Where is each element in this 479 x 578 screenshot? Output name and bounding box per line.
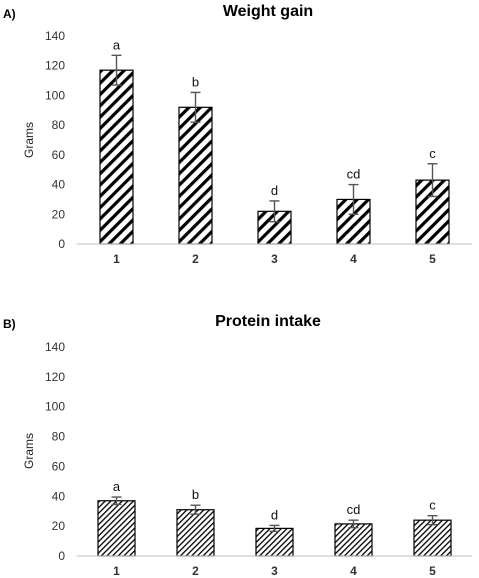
y-tick-label: 80 (52, 118, 66, 132)
error-bar-2 (190, 504, 201, 515)
y-tick-label: 100 (45, 88, 65, 102)
y-tick-label: 40 (52, 178, 66, 192)
panel-a-label: A) (3, 7, 16, 21)
panel-b-error-bars (111, 496, 438, 533)
significance-label: b (192, 74, 199, 89)
significance-label: b (192, 487, 199, 502)
panel-b-y-ticks: 0 20 40 60 80 100 120 140 (45, 340, 65, 563)
y-tick-label: 0 (58, 549, 65, 563)
y-tick-label: 140 (45, 340, 65, 354)
error-bar-4 (348, 183, 359, 215)
x-tick-label: 2 (192, 564, 199, 578)
y-tick-label: 20 (52, 519, 66, 533)
error-bar-3 (269, 524, 280, 533)
x-tick-label: 2 (192, 252, 199, 266)
panel-a-significance-labels: a b d cd c (113, 37, 436, 198)
significance-label: d (271, 507, 278, 522)
y-tick-label: 80 (52, 430, 66, 444)
bar-4 (334, 523, 373, 557)
panel-a-y-axis-label: Grams (22, 122, 36, 158)
bar-2 (176, 509, 215, 557)
significance-label: c (429, 498, 436, 513)
y-tick-label: 100 (45, 400, 65, 414)
significance-label: c (429, 146, 436, 161)
panel-b-title: Protein intake (215, 313, 321, 330)
significance-label: a (113, 37, 121, 52)
y-tick-label: 120 (45, 59, 65, 73)
bar-1 (97, 500, 136, 557)
significance-label: cd (347, 502, 361, 517)
panel-a-y-ticks: 0 20 40 60 80 100 120 140 (45, 29, 65, 251)
significance-label: cd (347, 167, 361, 182)
x-tick-label: 1 (113, 252, 120, 266)
y-tick-label: 20 (52, 207, 66, 221)
x-tick-label: 1 (113, 564, 120, 578)
panel-b-x-ticks: 1 2 3 4 5 (113, 564, 436, 578)
panel-a: A) Weight gain Grams 0 20 40 60 80 100 120 1 4 0 … (3, 3, 472, 266)
error-bar-2 (190, 91, 201, 123)
panel-b-label: B) (3, 317, 16, 331)
error-bar-1 (111, 54, 122, 86)
error-bar-5 (427, 514, 438, 526)
y-tick-label: 120 (45, 370, 65, 384)
panel-b: B) Protein intake Grams 0 20 40 60 80 100 120 1… (3, 313, 472, 578)
x-tick-label: 3 (271, 252, 278, 266)
y-tick-label: 40 (52, 489, 66, 503)
panel-a-x-ticks: 1 2 3 4 5 (113, 252, 436, 266)
x-tick-label: 4 (350, 564, 357, 578)
y-tick-label: 60 (52, 148, 66, 162)
significance-label: d (271, 183, 278, 198)
x-tick-label: 3 (271, 564, 278, 578)
x-tick-label: 5 (429, 564, 436, 578)
bar-2 (178, 106, 213, 245)
panel-a-title: Weight gain (223, 3, 313, 20)
bar-3 (255, 527, 294, 557)
bar-1 (99, 69, 134, 245)
bar-5 (413, 519, 452, 557)
x-tick-label: 4 (350, 252, 357, 266)
error-bar-1 (111, 496, 122, 506)
y-tick-label: 0 (58, 237, 65, 251)
error-bar-5 (427, 163, 438, 198)
error-bar-4 (348, 519, 359, 529)
significance-label: a (113, 479, 121, 494)
error-bar-3 (269, 200, 280, 223)
panel-b-y-axis-label: Grams (22, 433, 36, 469)
y-tick-label: 60 (52, 459, 66, 473)
panel-b-significance-labels: a b d cd c (113, 479, 436, 522)
x-tick-label: 5 (429, 252, 436, 266)
bar-4 (336, 198, 371, 245)
y-tick-label: 140 (45, 29, 65, 43)
panel-a-error-bars (111, 54, 438, 223)
